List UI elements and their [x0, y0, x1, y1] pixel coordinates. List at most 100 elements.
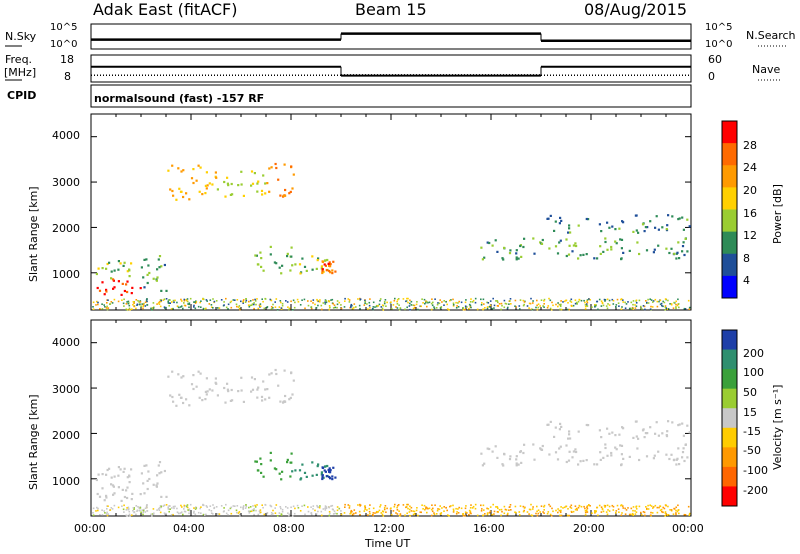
velocity-noise-cell: [580, 505, 583, 508]
power-noise-cell: [158, 303, 161, 305]
velocity-noise-cell: [603, 504, 606, 507]
velocity-noise-cell: [634, 510, 636, 512]
velocity-noise-cell: [646, 507, 648, 510]
power-noise-cell: [536, 308, 539, 311]
velocity-echo-cell: [255, 460, 258, 463]
power-noise-cell: [515, 305, 517, 308]
power-echo-cell: [311, 268, 314, 271]
power-echo-cell: [289, 190, 292, 193]
power-noise-cell: [259, 303, 262, 305]
power-noise-cell: [131, 308, 133, 310]
power-noise-cell: [266, 306, 268, 309]
power-noise-cell: [557, 302, 559, 304]
velocity-noise-cell: [383, 508, 386, 511]
power-noise-cell: [519, 299, 522, 301]
velocity-noise-cell: [278, 512, 281, 514]
power-noise-cell: [276, 309, 279, 311]
velocity-echo-cell: [598, 429, 601, 432]
velocity-noise-cell: [325, 506, 327, 508]
velocity-noise-cell: [439, 513, 442, 515]
velocity-noise-cell: [652, 507, 654, 509]
velocity-echo-cell: [320, 471, 323, 474]
velocity-noise-cell: [264, 503, 266, 506]
velocity-echo-cell: [97, 473, 100, 476]
velocity-noise-cell: [240, 506, 242, 509]
velocity-noise-cell: [383, 507, 386, 509]
power-noise-cell: [415, 303, 418, 306]
power-noise-cell: [469, 301, 472, 303]
power-noise-cell: [445, 301, 447, 303]
velocity-noise-cell: [491, 513, 493, 516]
power-noise-cell: [372, 306, 375, 308]
power-noise-cell: [146, 304, 149, 306]
power-noise-cell: [172, 299, 175, 302]
power-noise-cell: [249, 300, 252, 302]
power-noise-cell: [398, 304, 400, 306]
velocity-noise-cell: [333, 510, 336, 512]
power-echo-cell: [637, 231, 640, 234]
xtick-0: 00:00: [74, 522, 106, 535]
velocity-noise-cell: [194, 513, 197, 516]
power-echo-cell: [105, 288, 108, 291]
power-noise-cell: [493, 304, 496, 307]
velocity-noise-cell: [622, 507, 624, 509]
power-noise-cell: [602, 304, 605, 307]
power-echo-cell: [667, 214, 670, 217]
velocity-noise-cell: [194, 507, 196, 509]
power-noise-cell: [620, 308, 623, 310]
velocity-noise-cell: [316, 506, 319, 508]
power-noise-cell: [132, 303, 134, 306]
velocity-noise-cell: [546, 512, 549, 515]
velocity-echo-cell: [567, 459, 571, 462]
power-noise-cell: [186, 300, 189, 303]
velocity-noise-cell: [427, 507, 429, 510]
power-noise-cell: [242, 299, 245, 301]
velocity-echo-cell: [596, 463, 599, 466]
velocity-echo-cell: [327, 468, 330, 471]
velocity-echo-cell: [494, 445, 497, 448]
velocity-noise-cell: [304, 513, 306, 516]
velocity-noise-cell: [143, 508, 145, 511]
velocity-echo-cell: [198, 396, 201, 399]
velocity-noise-cell: [543, 512, 545, 514]
power-noise-cell: [664, 305, 667, 307]
power-echo-cell: [325, 269, 328, 272]
power-noise-cell: [566, 308, 569, 311]
velocity-noise-cell: [462, 514, 465, 517]
power-echo-cell: [673, 252, 676, 255]
power-noise-cell: [398, 308, 401, 311]
power-noise-cell: [375, 304, 378, 307]
power-noise-cell: [586, 301, 589, 304]
velocity-noise-cell: [344, 503, 346, 506]
power-noise-cell: [649, 298, 651, 300]
power-echo-cell: [558, 222, 561, 225]
velocity-echo-cell: [628, 455, 631, 458]
velocity-noise-cell: [123, 511, 125, 513]
velocity-noise-cell: [364, 505, 366, 508]
power-echo-cell: [281, 264, 284, 267]
power-noise-cell: [489, 300, 492, 302]
power-echo-cell: [205, 171, 208, 174]
power-noise-cell: [210, 304, 213, 306]
power-noise-cell: [656, 300, 659, 303]
velocity-noise-cell: [443, 510, 445, 512]
velocity-echo-cell: [155, 485, 158, 488]
power-noise-cell: [202, 307, 205, 310]
power-noise-cell: [649, 308, 652, 310]
power-echo-cell: [502, 258, 505, 261]
velocity-noise-cell: [542, 511, 544, 513]
velocity-noise-cell: [245, 505, 248, 508]
power-noise-cell: [379, 298, 382, 300]
power-echo-cell: [250, 170, 254, 173]
power-echo-cell: [549, 214, 552, 217]
power-echo-cell: [328, 264, 331, 267]
power-noise-cell: [414, 307, 416, 309]
velocity-noise-cell: [684, 514, 687, 516]
velocity-noise-cell: [99, 514, 101, 516]
power-noise-cell: [455, 301, 457, 304]
power-noise-cell: [223, 301, 225, 303]
velocity-echo-cell: [645, 455, 649, 458]
power-echo-cell: [503, 246, 506, 249]
power-echo-cell: [171, 164, 174, 167]
velocity-noise-cell: [165, 504, 168, 506]
